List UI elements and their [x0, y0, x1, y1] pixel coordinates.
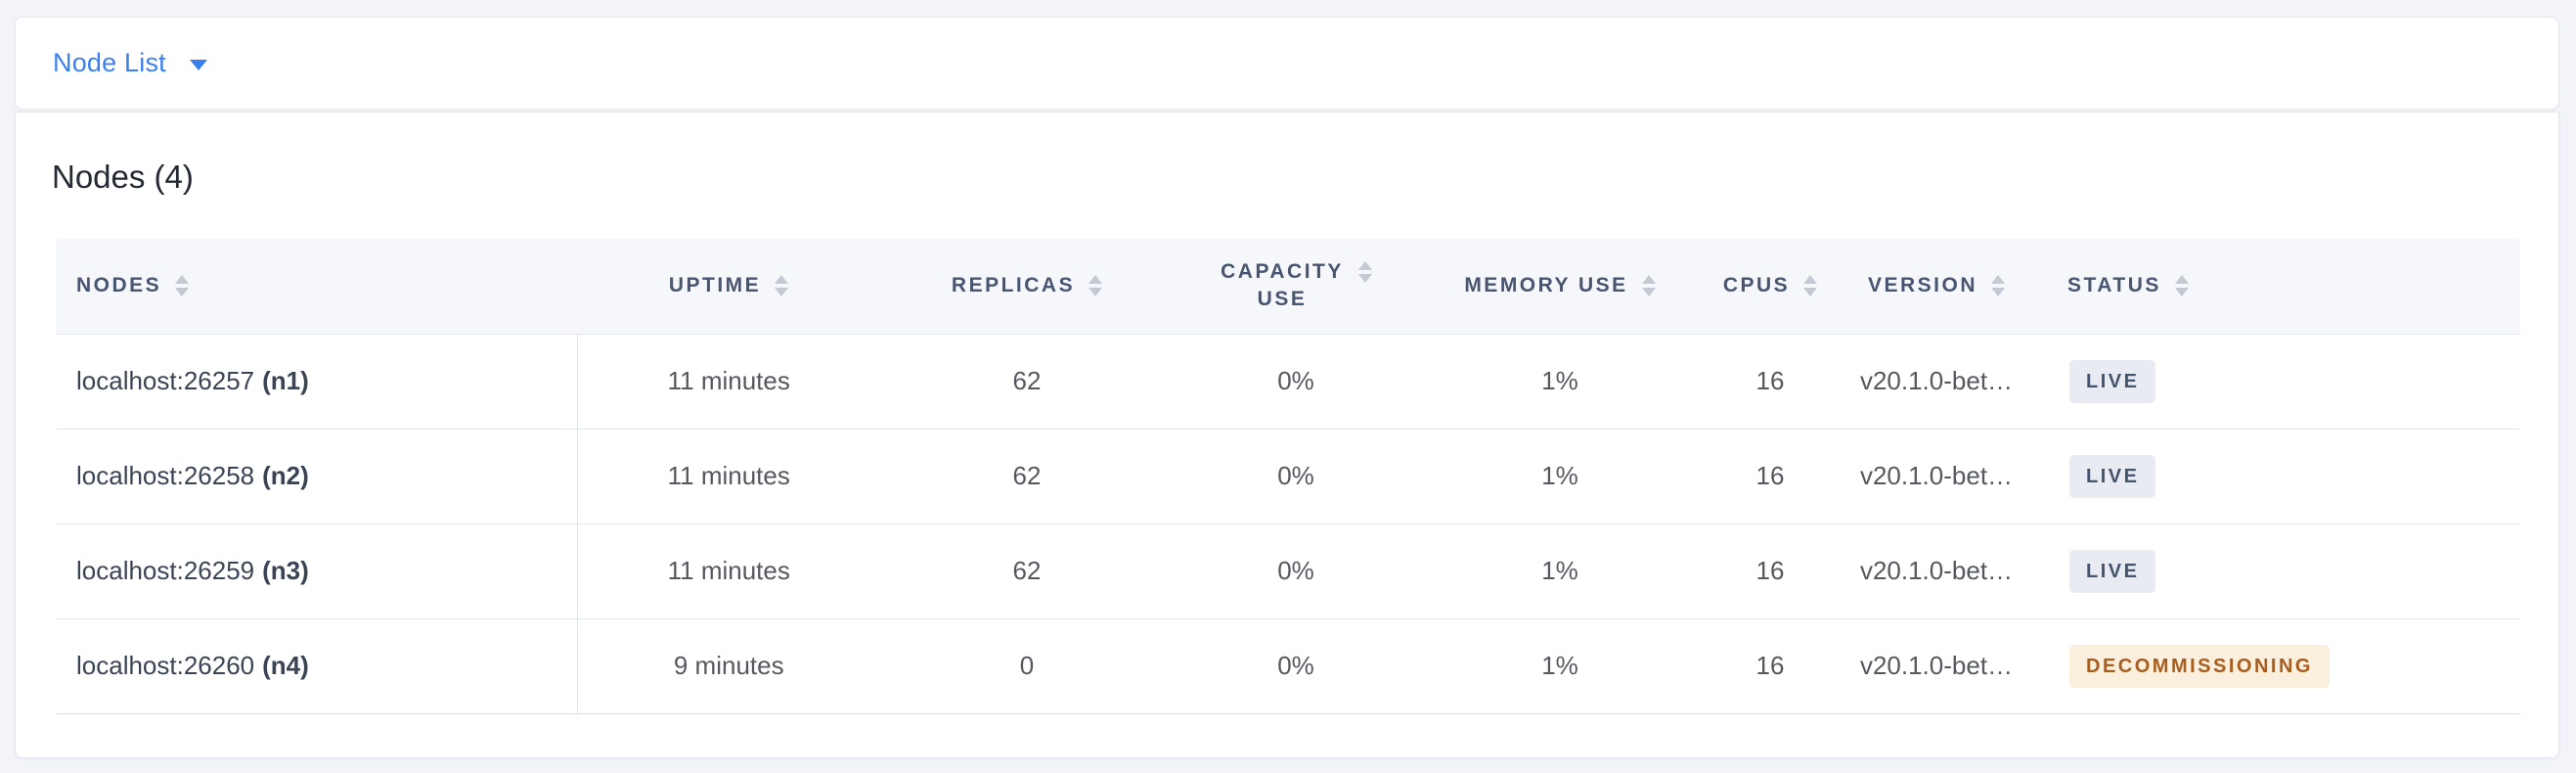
cpus-cell: 16	[1702, 334, 1839, 430]
sort-icon	[1358, 261, 1372, 284]
status-cell: LIVE	[2034, 429, 2520, 524]
uptime-cell: 11 minutes	[577, 429, 880, 524]
view-selector-bar: Node List	[15, 17, 2559, 110]
column-label-nodes: NODES	[76, 274, 162, 297]
node-cell: localhost:26260 (n4)	[56, 618, 578, 714]
column-label-capacity-use: CAPACITY USE	[1221, 260, 1344, 311]
status-cell: DECOMMISSIONING	[2034, 618, 2520, 714]
uptime-cell: 11 minutes	[577, 334, 880, 430]
column-label-replicas: REPLICAS	[951, 274, 1076, 297]
status-badge: LIVE	[2069, 454, 2156, 498]
node-address: localhost:26260	[76, 651, 255, 680]
status-cell: LIVE	[2034, 334, 2520, 430]
cpus-cell: 16	[1702, 523, 1839, 619]
column-header-uptime[interactable]: UPTIME	[577, 239, 880, 335]
caret-down-icon	[189, 59, 207, 70]
column-header-cpus[interactable]: CPUS	[1702, 239, 1839, 335]
capacity-use-cell: 0%	[1174, 429, 1418, 524]
node-id: (n4)	[262, 651, 309, 680]
node-cell: localhost:26257 (n1)	[56, 334, 578, 430]
capacity-use-cell: 0%	[1174, 334, 1418, 430]
version-cell: v20.1.0-bet…	[1839, 334, 2034, 430]
cpus-cell: 16	[1702, 429, 1839, 524]
uptime-cell: 11 minutes	[577, 523, 880, 619]
table-row-n3: localhost:26259 (n3) 11 minutes 62 0% 1%…	[56, 523, 2520, 619]
replicas-cell: 0	[880, 618, 1174, 714]
version-cell: v20.1.0-bet…	[1839, 618, 2034, 714]
nodes-panel: Nodes (4) NODES UPTIME	[15, 112, 2559, 758]
table-header-row: NODES UPTIME REPLICAS	[56, 239, 2520, 335]
column-header-version[interactable]: VERSION	[1839, 239, 2034, 335]
column-label-status: STATUS	[2067, 274, 2161, 297]
node-id: (n1)	[262, 366, 309, 395]
sort-icon	[2174, 275, 2189, 297]
node-list-dropdown[interactable]: Node List	[53, 48, 207, 78]
column-label-uptime: UPTIME	[668, 274, 762, 297]
cpus-cell: 16	[1702, 618, 1839, 714]
replicas-cell: 62	[880, 429, 1174, 524]
status-badge: DECOMMISSIONING	[2069, 644, 2330, 688]
column-header-status[interactable]: STATUS	[2034, 239, 2520, 335]
column-label-cpus: CPUS	[1722, 274, 1791, 297]
uptime-cell: 9 minutes	[577, 618, 880, 714]
table-row-n4: localhost:26260 (n4) 9 minutes 0 0% 1% 1…	[56, 618, 2520, 714]
version-cell: v20.1.0-bet…	[1839, 523, 2034, 619]
memory-use-cell: 1%	[1418, 523, 1702, 619]
node-address-link[interactable]: localhost:26258 (n2)	[76, 461, 309, 491]
column-header-nodes[interactable]: NODES	[56, 239, 577, 335]
node-cell: localhost:26258 (n2)	[56, 429, 578, 524]
capacity-use-cell: 0%	[1174, 523, 1418, 619]
status-badge: LIVE	[2069, 359, 2156, 403]
column-label-memory-use: MEMORY USE	[1464, 274, 1628, 297]
table-row-n2: localhost:26258 (n2) 11 minutes 62 0% 1%…	[56, 429, 2520, 524]
sort-icon	[1991, 275, 2006, 297]
table-row-n1: localhost:26257 (n1) 11 minutes 62 0% 1%…	[56, 334, 2520, 430]
column-label-version: VERSION	[1867, 274, 1978, 297]
status-cell: LIVE	[2034, 523, 2520, 619]
node-address: localhost:26258	[76, 461, 255, 490]
memory-use-cell: 1%	[1418, 334, 1702, 430]
node-address-link[interactable]: localhost:26259 (n3)	[76, 556, 309, 586]
node-address-link[interactable]: localhost:26260 (n4)	[76, 651, 309, 681]
capacity-use-cell: 0%	[1174, 618, 1418, 714]
sort-icon	[1803, 275, 1818, 297]
column-header-replicas[interactable]: REPLICAS	[880, 239, 1174, 335]
column-header-capacity-use[interactable]: CAPACITY USE	[1174, 239, 1418, 335]
version-cell: v20.1.0-bet…	[1839, 429, 2034, 524]
memory-use-cell: 1%	[1418, 618, 1702, 714]
sort-icon	[1641, 275, 1656, 297]
replicas-cell: 62	[880, 523, 1174, 619]
node-address-link[interactable]: localhost:26257 (n1)	[76, 366, 309, 396]
column-header-memory-use[interactable]: MEMORY USE	[1418, 239, 1702, 335]
sort-icon	[175, 275, 190, 297]
node-list-dropdown-label: Node List	[53, 48, 166, 77]
node-id: (n3)	[262, 556, 309, 585]
node-id: (n2)	[262, 461, 309, 490]
node-address: localhost:26257	[76, 366, 255, 395]
sort-icon	[1088, 275, 1103, 297]
memory-use-cell: 1%	[1418, 429, 1702, 524]
page-title: Nodes (4)	[52, 159, 194, 195]
replicas-cell: 62	[880, 334, 1174, 430]
node-cell: localhost:26259 (n3)	[56, 523, 578, 619]
sort-icon	[775, 275, 789, 297]
status-badge: LIVE	[2069, 549, 2156, 593]
node-address: localhost:26259	[76, 556, 255, 585]
node-list-table: NODES UPTIME REPLICAS	[56, 239, 2520, 714]
